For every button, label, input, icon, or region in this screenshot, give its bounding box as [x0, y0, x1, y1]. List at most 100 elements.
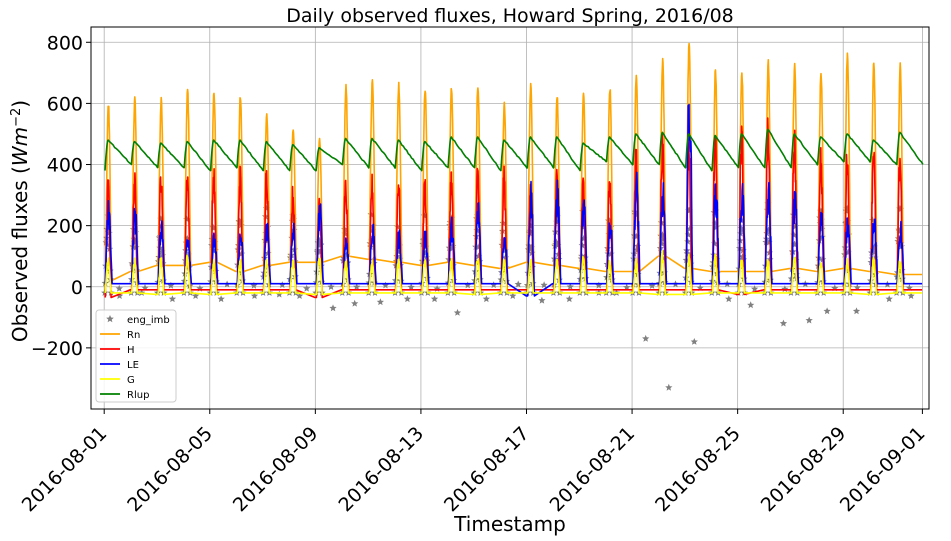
series-Rn	[104, 42, 923, 282]
grid-lines	[91, 27, 929, 409]
eng_imb-point	[633, 246, 641, 254]
y-axis-title-text: Observed fluxes (	[8, 166, 32, 342]
eng_imb-point	[289, 211, 297, 219]
eng_imb-point	[430, 295, 439, 303]
legend-label-Rlup: Rlup	[127, 390, 149, 401]
eng_imb-point	[353, 283, 361, 290]
y-axis-title-close: )	[8, 100, 32, 108]
eng_imb-point	[538, 296, 546, 304]
eng_imb-point	[275, 290, 283, 298]
eng_imb-point	[580, 234, 588, 242]
legend-label-H: H	[127, 345, 135, 356]
legend-label-Rn: Rn	[127, 330, 140, 341]
y-tick-label: 200	[47, 216, 83, 238]
eng_imb-point	[376, 298, 384, 306]
legend-label-G: G	[127, 375, 135, 386]
eng_imb-point	[509, 292, 517, 299]
eng_imb-point	[565, 295, 573, 303]
eng_imb-point	[781, 285, 789, 293]
y-axis-title: Observed fluxes (Wm−2)	[8, 100, 32, 342]
eng_imb-point	[659, 235, 667, 243]
eng_imb-point	[885, 295, 893, 303]
legend: eng_imb Rn H LE G Rlup	[95, 309, 177, 403]
eng_imb-point	[648, 282, 656, 289]
eng_imb-point	[407, 283, 415, 291]
x-tick-label: 2016-08-01	[18, 423, 112, 517]
y-axis-title-exp: −2	[9, 108, 24, 127]
x-tick-label: 2016-08-13	[334, 423, 428, 517]
eng_imb-point	[315, 236, 323, 244]
eng_imb-point	[250, 281, 258, 289]
eng_imb-point	[632, 232, 641, 240]
eng_imb-point	[642, 334, 650, 342]
eng_imb-point	[381, 281, 390, 289]
x-tick-label: 2016-08-17	[440, 423, 534, 517]
eng_imb-point	[805, 316, 813, 324]
eng_imb-point	[327, 283, 335, 290]
eng_imb-point	[167, 281, 175, 289]
eng_imb-point	[514, 280, 522, 288]
eng_imb-point	[737, 224, 745, 232]
eng_imb-point	[711, 219, 719, 227]
eng_imb-point	[595, 281, 603, 289]
eng_imb-point	[751, 285, 759, 292]
eng_imb-point	[852, 307, 861, 315]
series-Rlup	[104, 128, 924, 172]
eng_imb-point	[192, 292, 200, 299]
eng_imb-point	[686, 225, 694, 232]
eng_imb-point	[115, 284, 123, 292]
y-tick-label: 800	[47, 32, 83, 54]
eng_imb-point	[403, 295, 411, 303]
eng_imb-point	[158, 247, 166, 255]
series-LE	[104, 103, 923, 297]
series-H	[104, 117, 923, 299]
eng_imb-point	[790, 231, 798, 238]
eng_imb-point	[482, 295, 490, 303]
x-tick-label: 2016-09-01	[836, 423, 930, 517]
x-tick-label: 2016-08-21	[546, 423, 640, 517]
eng_imb-point	[665, 383, 673, 391]
eng_imb-point	[658, 240, 666, 247]
y-tick-label: 0	[71, 277, 83, 299]
eng_imb-point	[658, 231, 666, 238]
eng_imb-point	[217, 295, 225, 303]
eng_imb-point	[853, 283, 861, 291]
eng_imb-point	[907, 292, 915, 299]
eng_imb-point	[210, 224, 218, 232]
x-axis-title: Timestamp	[453, 512, 566, 536]
x-tick-label: 2016-08-05	[123, 423, 217, 517]
eng_imb-point	[623, 283, 631, 291]
eng_imb-point	[905, 284, 913, 291]
y-tick-label: −200	[31, 338, 83, 360]
eng_imb-point	[329, 304, 337, 312]
eng_imb-point	[566, 282, 574, 290]
eng_imb-point	[540, 281, 548, 289]
eng_imb-point	[250, 292, 259, 299]
eng_imb-point	[779, 319, 788, 327]
series-layer	[101, 42, 924, 391]
eng_imb-point	[296, 292, 304, 299]
eng_imb-point	[690, 338, 698, 345]
eng_imb-point	[684, 237, 692, 245]
legend-marker-eng_imb	[106, 315, 114, 323]
eng_imb-point	[823, 307, 831, 315]
y-axis-title-unit: Wm	[8, 127, 32, 166]
series-G	[104, 250, 923, 296]
eng_imb-point	[433, 285, 441, 292]
eng_imb-point	[303, 284, 311, 292]
y-tick-label: 400	[47, 155, 83, 177]
eng_imb-point	[765, 249, 774, 256]
eng_imb-point	[453, 308, 462, 316]
eng_imb-point	[168, 295, 177, 303]
eng_imb-point	[684, 230, 692, 238]
x-tick-label: 2016-08-09	[229, 423, 323, 517]
eng_imb-point	[747, 301, 755, 309]
eng_imb-point	[725, 295, 733, 303]
legend-label-eng_imb: eng_imb	[127, 315, 170, 326]
x-tick-label: 2016-08-25	[651, 423, 745, 517]
eng_imb-point	[685, 207, 693, 214]
chart-title: Daily observed fluxes, Howard Spring, 20…	[286, 5, 734, 27]
eng_imb-point	[115, 292, 124, 299]
plot-frame	[90, 26, 930, 410]
